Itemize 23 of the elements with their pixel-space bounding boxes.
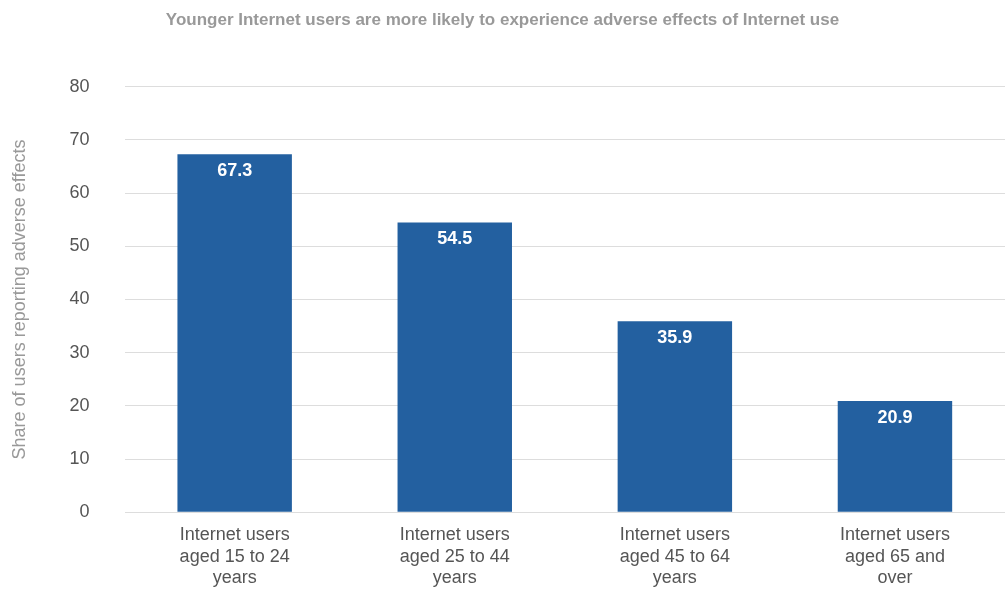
- data-label: 20.9: [877, 407, 913, 428]
- chart-title: Younger Internet users are more likely to experience adverse effects of Internet use: [164, 10, 841, 30]
- x-tick-label: Internet users aged 25 to 44 years: [399, 523, 510, 588]
- y-tick-label: 50: [69, 235, 90, 256]
- y-tick-label: 80: [69, 75, 90, 96]
- data-label: 35.9: [657, 327, 693, 348]
- data-label: 54.5: [437, 228, 473, 249]
- y-tick-label: 30: [69, 341, 90, 362]
- bar: [177, 154, 292, 512]
- y-axis-title: Share of users reporting adverse effects: [8, 139, 29, 460]
- y-tick-label: 60: [69, 182, 90, 203]
- bar: [837, 401, 953, 512]
- y-tick-label: 20: [69, 394, 90, 415]
- y-tick-label: 40: [69, 288, 90, 309]
- y-tick-label: 70: [69, 128, 90, 149]
- bar: [397, 222, 512, 512]
- y-tick-label: 10: [69, 447, 90, 468]
- x-tick-label: Internet users aged 65 and over: [839, 523, 950, 588]
- x-tick-label: Internet users aged 15 to 24 years: [179, 523, 290, 588]
- x-tick-label: Internet users aged 45 to 64 years: [619, 523, 730, 588]
- y-tick-label: 0: [79, 501, 90, 522]
- data-label: 67.3: [217, 160, 253, 181]
- bar: [617, 321, 733, 512]
